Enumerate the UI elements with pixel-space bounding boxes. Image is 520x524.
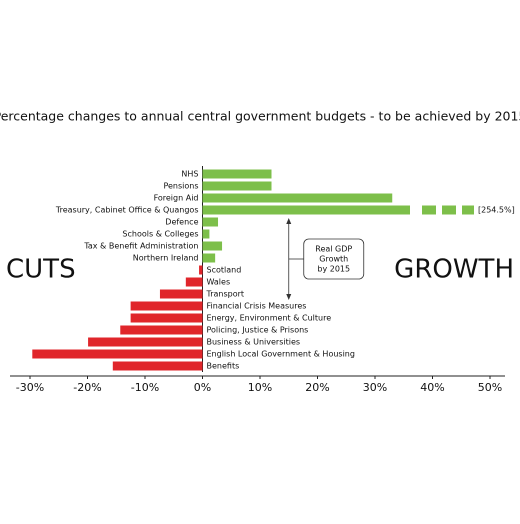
bar xyxy=(199,265,203,275)
bar xyxy=(130,313,203,323)
category-label: Defence xyxy=(165,218,198,227)
bar-break xyxy=(442,205,456,215)
arrow-head xyxy=(286,218,292,224)
category-label: Financial Crisis Measures xyxy=(207,302,307,311)
bar-break xyxy=(422,205,436,215)
category-label: Scotland xyxy=(207,266,242,275)
bar xyxy=(120,325,203,335)
annotation-text: Growth xyxy=(319,255,348,264)
bar xyxy=(202,229,210,239)
x-tick-label: -10% xyxy=(131,381,159,394)
category-label: Pensions xyxy=(163,182,198,191)
cuts-label: CUTS xyxy=(6,255,76,285)
bar xyxy=(185,277,203,287)
x-tick-label: 50% xyxy=(478,381,502,394)
category-label: Benefits xyxy=(207,362,240,371)
x-tick-label: -20% xyxy=(73,381,101,394)
category-label: English Local Government & Housing xyxy=(207,350,355,359)
category-label: Treasury, Cabinet Office & Quangos xyxy=(55,206,199,215)
annotation-text: Real GDP xyxy=(315,245,352,254)
category-label: Energy, Environment & Culture xyxy=(207,314,332,323)
bar xyxy=(32,349,203,359)
x-tick-label: 20% xyxy=(305,381,329,394)
x-tick-label: 0% xyxy=(194,381,211,394)
bar xyxy=(112,361,203,371)
bar xyxy=(202,181,272,191)
category-label: Foreign Aid xyxy=(154,194,199,203)
bar xyxy=(159,289,203,299)
value-label: [254.5%] xyxy=(478,206,515,215)
x-tick-label: 30% xyxy=(363,381,387,394)
arrow-head xyxy=(286,294,292,300)
x-tick-label: 10% xyxy=(248,381,272,394)
category-label: Business & Universities xyxy=(207,338,301,347)
annotation-box xyxy=(303,238,365,280)
growth-label: GROWTH xyxy=(394,255,514,285)
category-label: Wales xyxy=(207,278,231,287)
chart-title: Percentage changes to annual central gov… xyxy=(0,109,520,124)
bar xyxy=(202,193,393,203)
bar xyxy=(88,337,203,347)
bar-break xyxy=(462,205,474,215)
bar xyxy=(202,217,219,227)
bar xyxy=(130,301,203,311)
bar xyxy=(202,241,223,251)
category-label: Schools & Colleges xyxy=(122,230,198,239)
annotation-text: by 2015 xyxy=(317,265,350,274)
category-label: Northern Ireland xyxy=(133,254,199,263)
category-label: Transport xyxy=(206,290,245,299)
x-tick-label: 40% xyxy=(420,381,444,394)
category-label: Tax & Benefit Administration xyxy=(83,242,198,251)
bar xyxy=(202,205,410,215)
bar xyxy=(202,253,216,263)
category-label: NHS xyxy=(181,170,198,179)
x-tick-label: -30% xyxy=(16,381,44,394)
category-label: Policing, Justice & Prisons xyxy=(207,326,309,335)
bar xyxy=(202,169,272,179)
